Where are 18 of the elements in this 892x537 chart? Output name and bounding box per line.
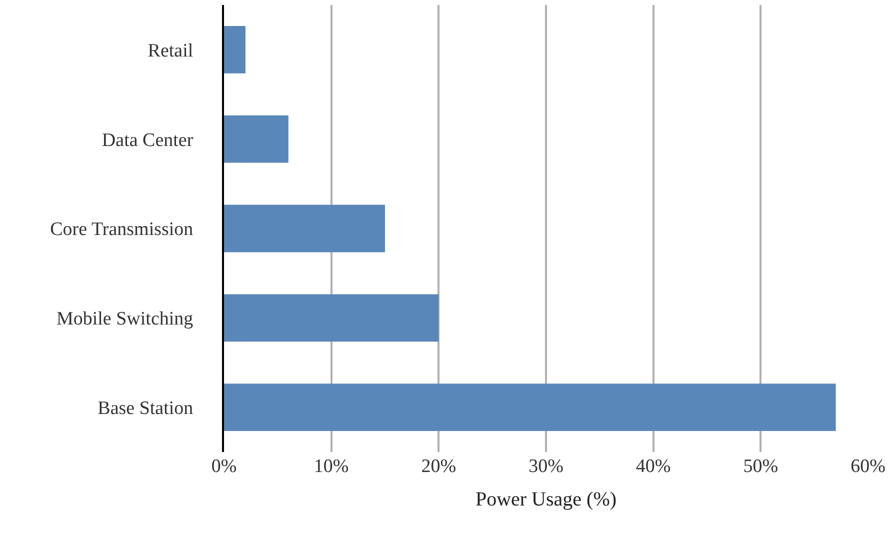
- x-tick-label: 20%: [421, 456, 456, 477]
- x-tick-label: 10%: [314, 456, 349, 477]
- y-tick-label: Core Transmission: [50, 219, 194, 240]
- y-tick-label: Retail: [148, 40, 194, 62]
- bar: [224, 294, 439, 342]
- y-tick-label: Base Station: [98, 398, 194, 419]
- x-tick-label: 0%: [211, 456, 237, 477]
- bar: [224, 384, 836, 431]
- y-tick-label: Mobile Switching: [56, 308, 194, 330]
- bar: [224, 26, 246, 74]
- x-axis-title: Power Usage (%): [475, 488, 617, 510]
- x-tick-label: 50%: [743, 456, 778, 477]
- bar: [224, 115, 288, 163]
- x-tick-label: 40%: [636, 456, 671, 477]
- bar: [224, 204, 385, 252]
- x-tick-label: 60%: [850, 456, 886, 477]
- x-tick-label: 30%: [528, 456, 564, 477]
- y-tick-label: Data Center: [102, 130, 194, 151]
